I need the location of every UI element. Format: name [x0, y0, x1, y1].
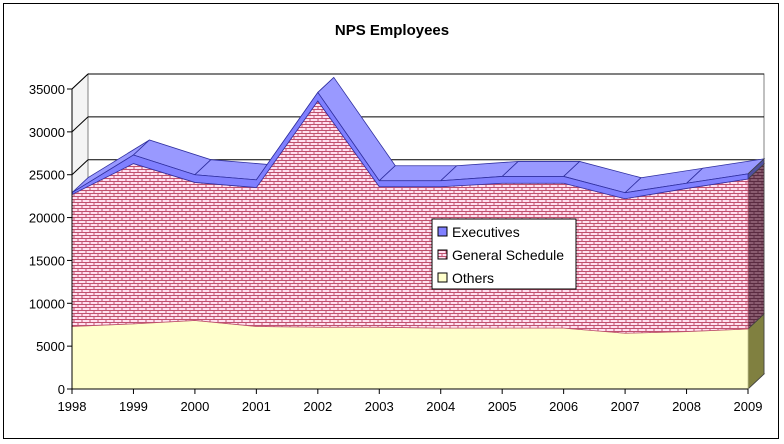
- chart-title: NPS Employees: [335, 22, 449, 39]
- legend-swatch-others: [437, 272, 448, 283]
- x-tick-label: 2008: [672, 399, 701, 414]
- y-tick-label: 25000: [29, 168, 65, 183]
- x-tick-label: 1999: [119, 399, 148, 414]
- gridline-side: [71, 159, 89, 176]
- x-tick-label: 1998: [58, 399, 87, 414]
- legend-label-general-schedule: General Schedule: [452, 247, 564, 263]
- legend: Executives General Schedule Others: [431, 218, 577, 290]
- chart-frame: NPS Employees 0 5000 10000 15000 20000 25000 3…: [3, 3, 779, 439]
- gridline-side: [71, 73, 89, 90]
- x-tick-label: 2006: [549, 399, 578, 414]
- y-tick-label: 35000: [29, 82, 65, 97]
- x-tick-label: 2001: [242, 399, 271, 414]
- y-tick-label: 5000: [36, 339, 65, 354]
- x-tick-label: 2004: [426, 399, 455, 414]
- y-tick-label: 20000: [29, 211, 65, 226]
- legend-label-executives: Executives: [452, 224, 520, 240]
- plot-area: 0 5000 10000 15000 20000 25000 30000 35000 1998 1…: [29, 72, 766, 414]
- y-tick-label: 10000: [29, 296, 65, 311]
- x-tick-label: 2000: [180, 399, 209, 414]
- y-tick-label: 0: [58, 382, 65, 397]
- x-tick-label: 2003: [365, 399, 394, 414]
- gridline-side: [71, 116, 89, 133]
- x-tick-label: 2005: [488, 399, 517, 414]
- general-schedule-side-face: [747, 163, 765, 330]
- chart-svg: NPS Employees 0 5000 10000 15000 20000 25000 3…: [29, 22, 766, 414]
- y-tick-label: 30000: [29, 125, 65, 140]
- legend-box: [431, 218, 577, 290]
- legend-swatch-executives: [437, 226, 448, 237]
- y-tick-label: 15000: [29, 253, 65, 268]
- x-tick-label: 2007: [611, 399, 640, 414]
- legend-swatch-general-schedule: [437, 249, 448, 260]
- x-tick-label: 2009: [734, 399, 763, 414]
- legend-label-others: Others: [452, 270, 494, 286]
- executives-area: [71, 91, 749, 200]
- x-tick-label: 2002: [303, 399, 332, 414]
